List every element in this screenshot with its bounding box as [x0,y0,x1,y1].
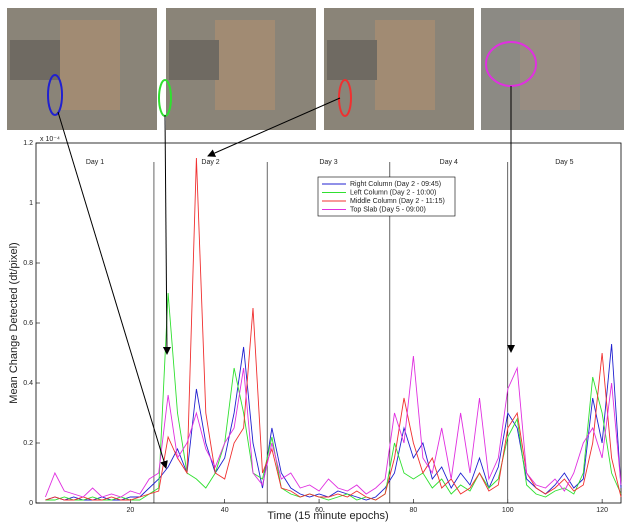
plot: 20 40 60 80 100 120 0 0.2 0.4 0.6 0.8 1 1.2 Day 1 Day … [23,140,622,514]
series-line [45,292,622,501]
x-tick-label: 60 [315,507,323,514]
series-line [45,157,622,501]
legend-label: Right Column (Day 2 - 09:45) [350,181,441,188]
y-tick-label: 1.2 [23,140,33,147]
day-label: Day 2 [201,159,219,166]
day-label: Day 5 [555,159,573,166]
x-tick-label: 80 [410,507,418,514]
x-axis-label: Time (15 minute epochs) [267,510,388,522]
day-label: Day 3 [319,159,337,166]
x-tick-label: 100 [502,507,514,514]
photos [7,8,624,130]
legend-label: Top Slab (Day 5 - 09:00) [350,206,426,213]
series-line [44,355,622,498]
series-line [45,343,622,501]
legend-label: Middle Column (Day 2 - 11:15) [350,198,445,205]
y-tick-label: 0.4 [23,380,33,387]
y-tick-label: 0.6 [23,320,33,327]
y-tick-label: 0 [29,500,33,507]
y-tick-label: 0.2 [23,440,33,447]
x-tick-label: 120 [596,507,608,514]
arrows [57,86,515,469]
y-tick-label: 0.8 [23,260,33,267]
legend-label: Left Column (Day 2 - 10:00) [350,189,436,196]
y-axis-label: Mean Change Detected (dt/pixel) [8,242,20,403]
y-exponent: x 10⁻⁴ [40,136,60,143]
x-tick-label: 20 [126,507,134,514]
x-tick-label: 40 [221,507,229,514]
y-tick-label: 1 [29,200,33,207]
day-label: Day 4 [440,159,458,166]
day-label: Day 1 [86,159,104,166]
